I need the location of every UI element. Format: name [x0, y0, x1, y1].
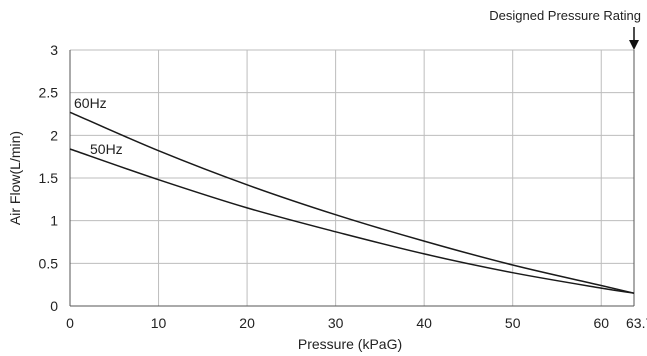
- x-tick-label: 50: [505, 315, 521, 331]
- y-axis-label: Air Flow(L/min): [7, 131, 23, 225]
- x-tick-label: 63.7: [626, 315, 647, 331]
- x-tick-label: 60: [593, 315, 609, 331]
- series-curves: [69, 111, 635, 294]
- x-tick-label: 20: [239, 315, 255, 331]
- designed-pressure-annotation: Designed Pressure Rating: [489, 8, 641, 50]
- series-label-50hz: 50Hz: [90, 141, 123, 157]
- series-label-60hz: 60Hz: [74, 95, 107, 111]
- y-tick-label: 1.5: [39, 170, 59, 186]
- y-tick-label: 2: [50, 127, 58, 143]
- x-tick-label: 40: [416, 315, 432, 331]
- x-tick-label: 10: [151, 315, 167, 331]
- x-tick-label: 0: [66, 315, 74, 331]
- y-tick-label: 1: [50, 213, 58, 229]
- y-tick-label: 0: [50, 298, 58, 314]
- x-axis-label: Pressure (kPaG): [298, 336, 402, 352]
- y-tick-label: 3: [50, 42, 58, 58]
- axes: [69, 50, 635, 307]
- series-line-60hz: [69, 111, 635, 294]
- y-tick-label: 2.5: [39, 85, 59, 101]
- series-line-50hz: [69, 148, 635, 294]
- annotation-text: Designed Pressure Rating: [489, 8, 641, 23]
- x-tick-label: 30: [328, 315, 344, 331]
- grid-lines: [70, 49, 634, 306]
- y-tick-label: 0.5: [39, 255, 59, 271]
- annotation-arrow-head: [629, 40, 639, 50]
